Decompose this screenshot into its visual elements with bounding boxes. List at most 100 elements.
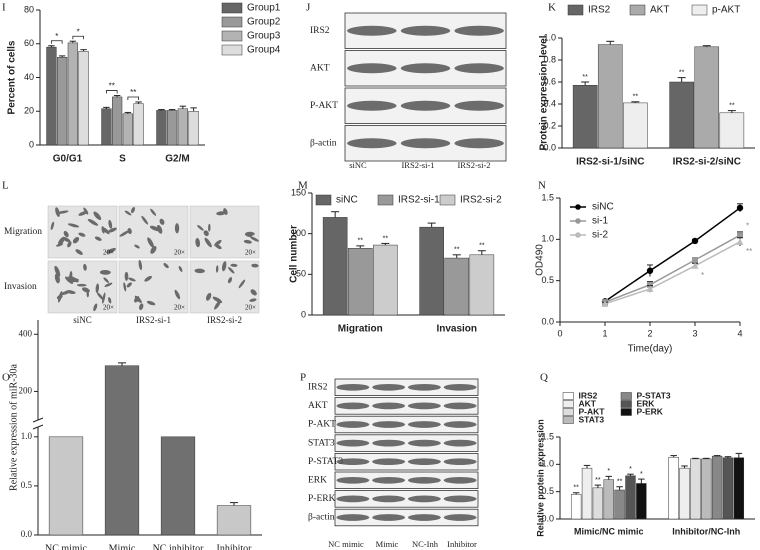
cell [67,223,80,228]
bar [603,479,614,520]
y-tick-label: 0.0 [543,142,556,152]
y-tick-label: 80 [24,4,34,14]
cell [50,221,55,231]
blot-row-label: β-actin [308,513,335,523]
y-axis-label: OD490 [535,244,546,276]
bar [572,85,598,149]
cell [163,262,169,269]
point [736,204,744,212]
legend-swatch [562,408,574,416]
significance-label: * [607,468,610,475]
significance-bracket [51,40,63,44]
significance-label: ** [130,88,136,97]
cell [212,296,223,303]
blot-row [334,508,479,527]
y-axis-label: Protein expression level [539,35,550,150]
x-tick-label: Mimic [109,543,136,550]
x-tick-label: S [119,154,126,165]
blot-lane-label: NC-Inh [412,539,439,549]
cell [104,282,113,287]
cell [128,277,136,282]
legend-swatch [221,2,243,14]
legend-label: AKT [579,398,597,408]
significance-label: * [640,471,643,478]
line [604,241,741,305]
bar [177,108,188,146]
cell [87,218,99,226]
blot-row-label: AKT [308,401,328,411]
cell [103,277,109,283]
y-tick-label: 1.5 [541,431,554,441]
y-tick-label: 0.0 [21,529,33,539]
cell [195,238,201,248]
blot-band [372,495,406,503]
legend-swatch [315,194,332,206]
blot-band [372,421,406,428]
cell [94,236,102,241]
cell [106,247,116,254]
blot-band [407,402,441,410]
y-tick-label: 60 [24,38,34,48]
legend-swatch [221,44,243,56]
cell [249,236,259,242]
blot-band [336,383,370,391]
bar [570,494,582,520]
bar [67,42,78,146]
cell [250,289,257,296]
cell [54,265,61,277]
cell [205,292,212,301]
blot-band [347,63,397,74]
blot-band [347,100,397,111]
blot-band [407,458,441,466]
bar [636,483,647,520]
blot-band [347,25,397,36]
cell [238,279,246,289]
significance-label: ** [479,243,485,250]
legend-swatch [377,194,394,206]
y-tick-label: 100 [291,228,306,238]
x-tick-label: NC mimic [45,543,88,550]
cell [119,230,130,237]
x-tick-label: 2 [647,328,652,338]
panel-letter: K [548,2,556,14]
blot-band [443,495,477,503]
blot-band [336,402,370,410]
x-tick-label: 1 [602,328,607,338]
cell [63,230,69,238]
bar [57,57,68,146]
panel-letter: Q [540,372,548,384]
blot-row-label: P-AKT [310,101,338,111]
bar [722,457,734,520]
chart-panel: O 0.0 0.5 1.0 200 400 Relative expression of m… [2,320,262,550]
y-tick-label: 0 [301,309,306,319]
legend-label: IRS2 [588,5,611,16]
significance-label: * [55,32,58,41]
cell [141,215,149,225]
cell [149,225,161,232]
legend-label: IRS2-si-2 [460,195,502,206]
bar [614,489,625,520]
blot-band [443,458,477,466]
axis-break [32,417,44,423]
point [692,257,698,263]
blot-row-label: IRS2 [308,382,328,392]
blot-band [407,495,441,503]
cell [95,283,100,294]
bar [167,110,178,146]
y-tick-label: 1.5 [541,192,554,202]
legend-swatch [439,194,456,206]
significance-label: ** [454,247,460,254]
blot-row [334,490,479,508]
bar [419,226,444,316]
point [691,262,699,269]
y-tick-label: 1.0 [541,234,554,244]
point [691,237,699,245]
y-tick-label: 150 [291,187,306,197]
micrograph [189,205,260,259]
cell [107,227,117,233]
blot-lane-label: Mimic [376,539,399,549]
blot-band [400,25,451,36]
